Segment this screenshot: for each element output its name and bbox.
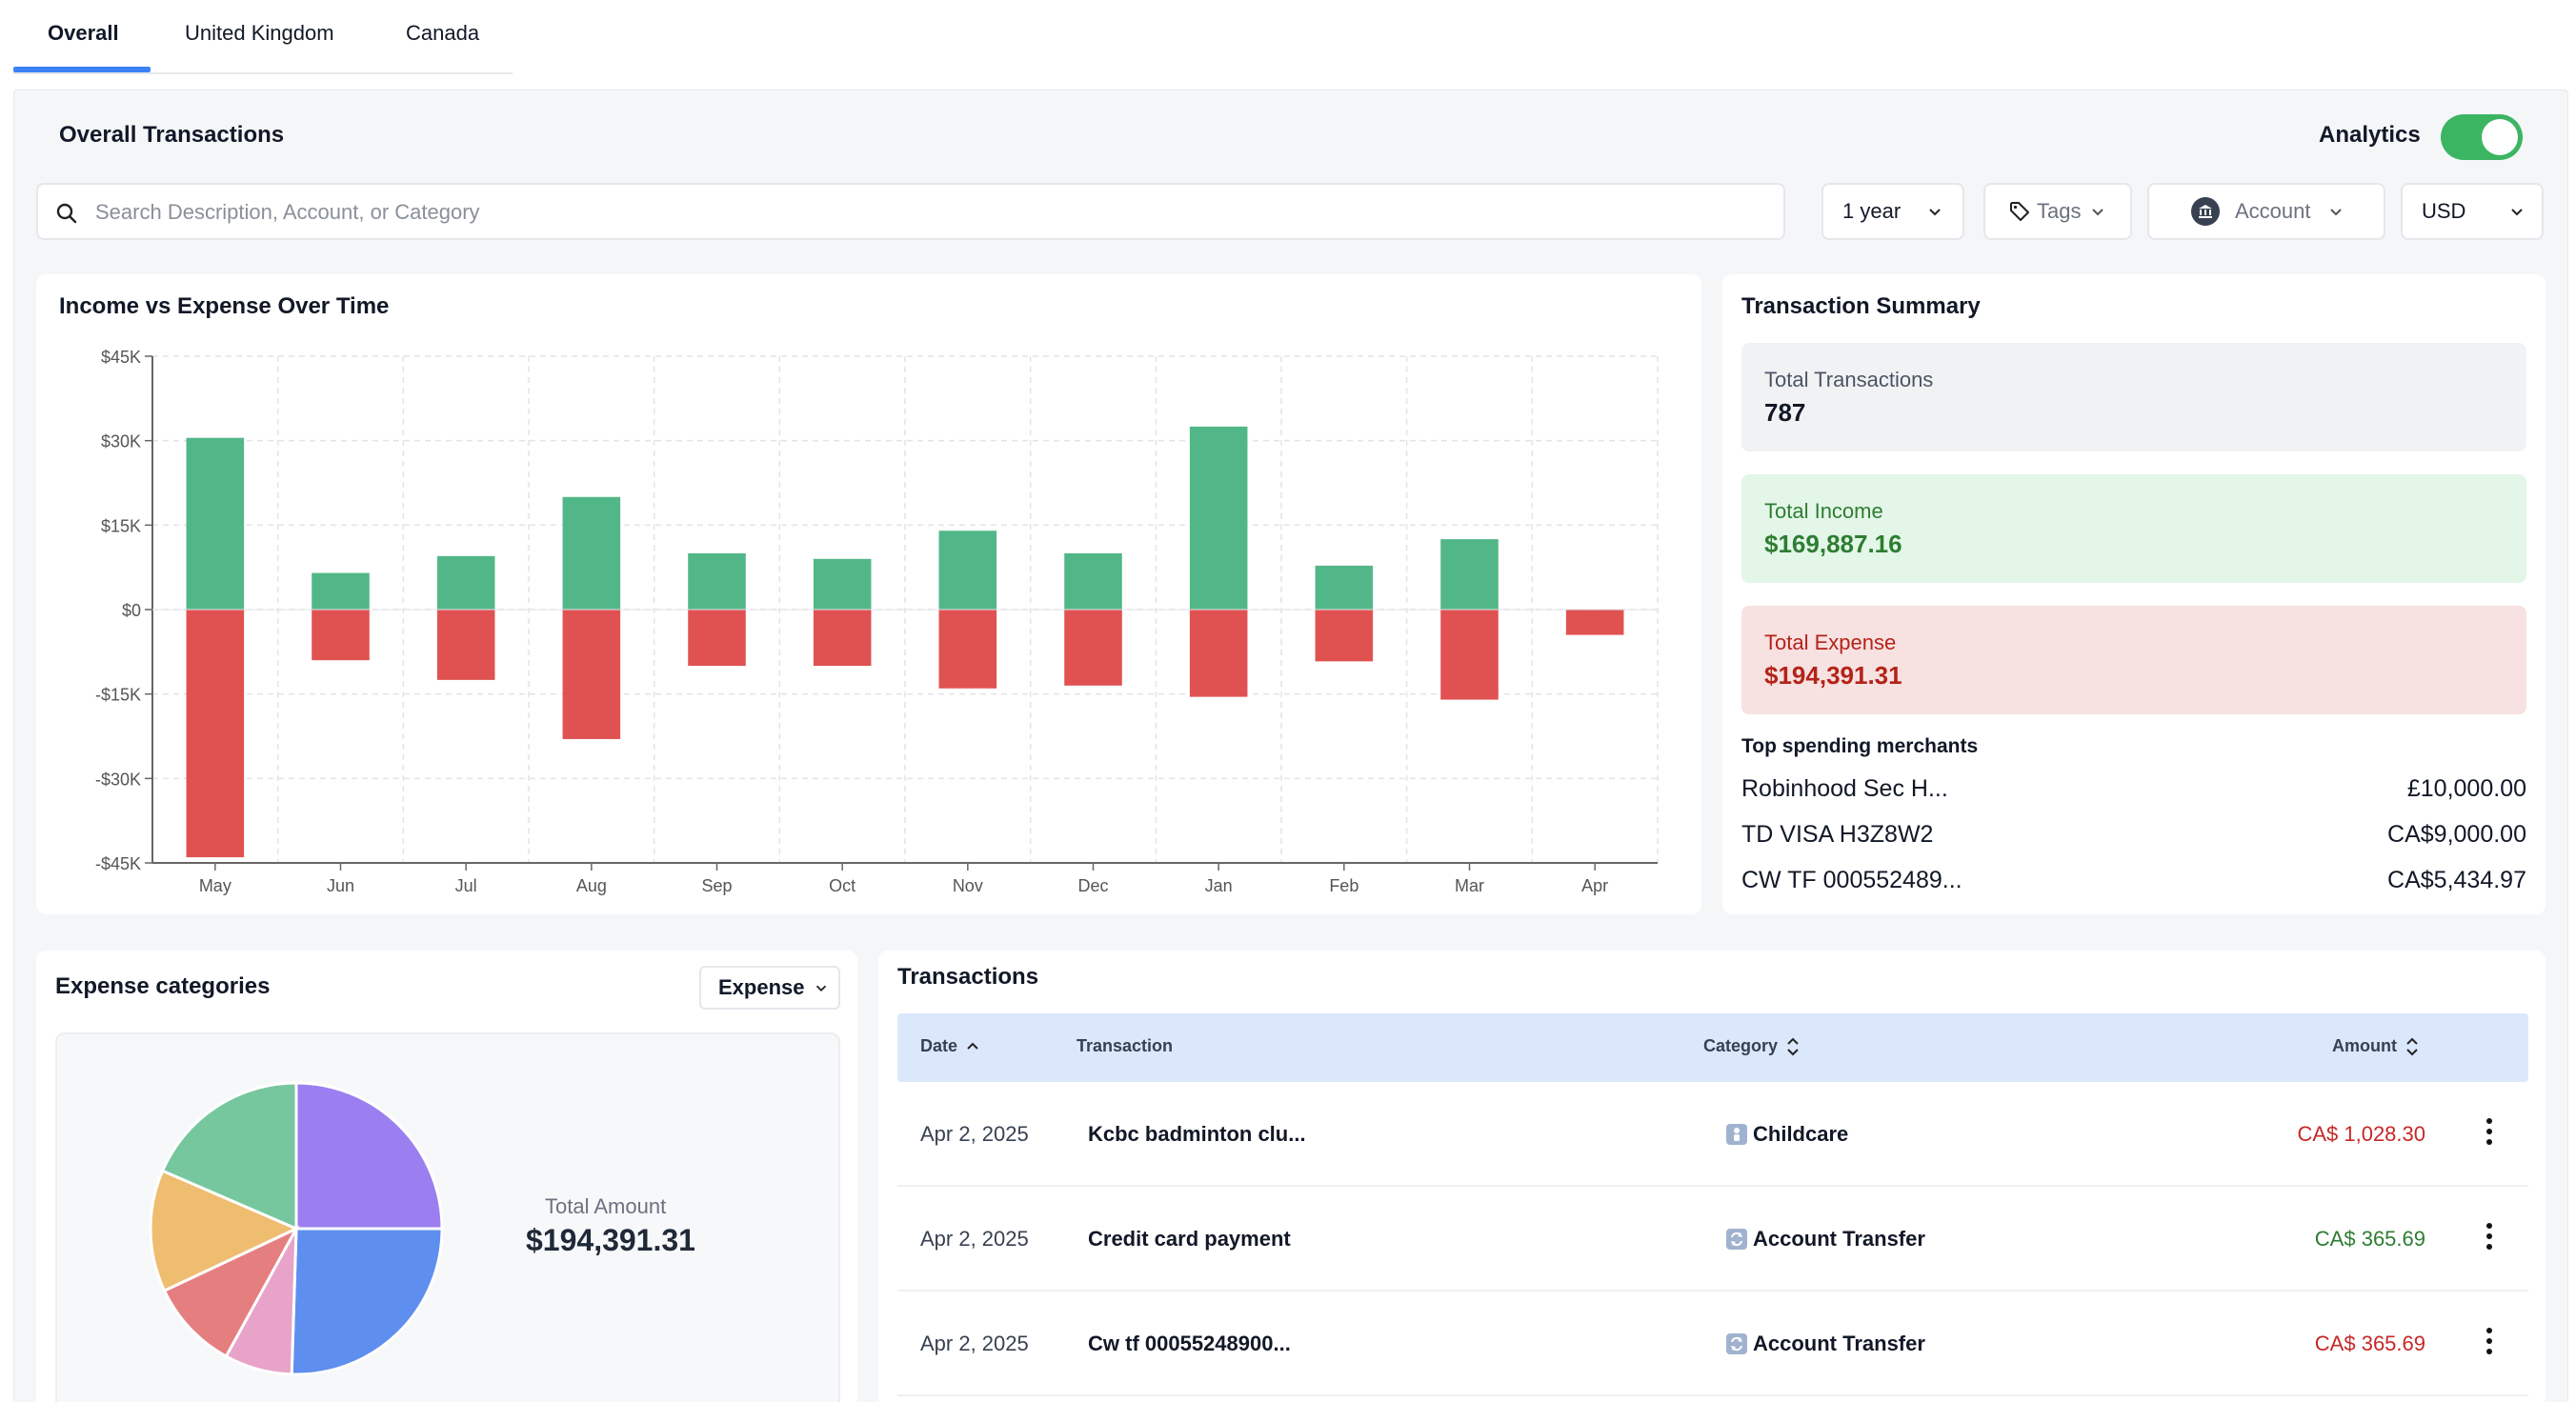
active-tab-indicator (13, 67, 151, 72)
summary-title: Transaction Summary (1741, 293, 1981, 319)
expense-type-value: Expense (718, 975, 805, 999)
income-expense-chart-card (36, 274, 1701, 914)
row-amount: CA$ 365.69 (2314, 1227, 2425, 1251)
sort-icon (1787, 1037, 1799, 1055)
total-expense-value: $194,391.31 (1764, 661, 1902, 690)
account-select[interactable]: Account (2147, 183, 2385, 240)
total-transactions-label: Total Transactions (1764, 368, 1934, 391)
row-menu-icon[interactable] (2485, 1118, 2494, 1149)
search-input[interactable] (95, 194, 1753, 230)
chart-title: Income vs Expense Over Time (59, 293, 390, 319)
row-category-label: Account Transfer (1753, 1332, 1925, 1355)
merchant-name: CW TF 000552489... (1741, 867, 1962, 893)
row-date: Apr 2, 2025 (920, 1122, 1029, 1146)
column-amount-label: Amount (2332, 1036, 2397, 1055)
transactions-title: Transactions (897, 964, 1039, 990)
transactions-table-header: Date Transaction Category Amount (897, 1013, 2528, 1082)
pie-total-label: Total Amount (545, 1194, 667, 1218)
expense-type-select[interactable]: Expense (699, 966, 840, 1010)
tags-label: Tags (2037, 199, 2082, 223)
tab-united-kingdom[interactable]: United Kingdom (185, 21, 334, 45)
period-select[interactable]: 1 year (1821, 183, 1964, 240)
merchant-row: TD VISA H3Z8W2 CA$9,000.00 (1741, 821, 2526, 859)
tab-canada[interactable]: Canada (406, 21, 480, 45)
sort-icon (2406, 1037, 2418, 1055)
row-category: Account Transfer (1726, 1332, 1925, 1356)
row-amount: CA$ 1,028.30 (2297, 1122, 2425, 1146)
row-menu-icon[interactable] (2485, 1328, 2494, 1358)
column-category-label: Category (1703, 1036, 1779, 1055)
merchant-name: Robinhood Sec H... (1741, 775, 1948, 802)
search-bar[interactable] (36, 183, 1785, 240)
chevron-down-icon (815, 985, 826, 991)
merchant-row: CW TF 000552489... CA$5,434.97 (1741, 867, 2526, 905)
childcare-icon (1726, 1124, 1747, 1145)
column-transaction: Transaction (1077, 1036, 1173, 1056)
column-transaction-label: Transaction (1077, 1036, 1174, 1055)
row-category-label: Childcare (1753, 1122, 1849, 1146)
table-row[interactable]: Apr 2, 2025 Cw tf 00055248900... Account… (897, 1292, 2528, 1396)
merchant-amount: CA$9,000.00 (2387, 821, 2526, 848)
row-transaction: Credit card payment (1088, 1227, 1291, 1251)
bank-icon (2191, 197, 2220, 226)
chevron-down-icon (2511, 209, 2524, 216)
merchant-amount: £10,000.00 (2406, 775, 2526, 802)
analytics-toggle[interactable] (2441, 114, 2523, 160)
toggle-knob (2482, 119, 2518, 155)
total-income-box: Total Income $169,887.16 (1741, 474, 2526, 583)
total-income-label: Total Income (1764, 499, 1883, 523)
chevron-down-icon (2092, 209, 2104, 216)
currency-value: USD (2422, 199, 2466, 223)
row-transaction: Kcbc badminton clu... (1088, 1122, 1306, 1146)
chevron-down-icon (2329, 209, 2342, 216)
total-transactions-value: 787 (1764, 398, 1806, 427)
top-merchants-title: Top spending merchants (1741, 735, 1979, 757)
total-transactions-box: Total Transactions 787 (1741, 343, 2526, 451)
table-row[interactable]: Apr 2, 2025 Credit card payment Account … (897, 1187, 2528, 1292)
total-income-value: $169,887.16 (1764, 530, 1902, 558)
tab-overall[interactable]: Overall (48, 21, 119, 45)
period-value: 1 year (1842, 199, 1902, 223)
column-category[interactable]: Category (1703, 1036, 1801, 1056)
row-menu-icon[interactable] (2485, 1223, 2494, 1253)
merchant-amount: CA$5,434.97 (2387, 867, 2526, 893)
merchant-name: TD VISA H3Z8W2 (1741, 821, 1934, 848)
analytics-label: Analytics (2319, 122, 2421, 148)
currency-select[interactable]: USD (2401, 183, 2544, 240)
column-amount[interactable]: Amount (2332, 1036, 2420, 1056)
row-transaction: Cw tf 00055248900... (1088, 1332, 1291, 1355)
tab-bar: Overall United Kingdom Canada (13, 0, 513, 74)
table-row[interactable]: Apr 2, 2025 Kcbc badminton clu... Childc… (897, 1082, 2528, 1187)
expense-categories-title: Expense categories (55, 973, 271, 999)
page-title: Overall Transactions (59, 122, 285, 148)
row-category-label: Account Transfer (1753, 1227, 1925, 1251)
chevron-down-icon (1929, 209, 1941, 216)
account-label: Account (2235, 199, 2311, 223)
tag-icon (2010, 202, 2029, 221)
row-category: Account Transfer (1726, 1227, 1925, 1252)
transfer-icon (1726, 1229, 1747, 1250)
transfer-icon (1726, 1333, 1747, 1354)
row-category: Childcare (1726, 1122, 1848, 1147)
column-date-label: Date (920, 1036, 958, 1055)
row-date: Apr 2, 2025 (920, 1332, 1029, 1355)
tags-select[interactable]: Tags (1983, 183, 2132, 240)
pie-chart-panel (55, 1032, 840, 1402)
column-date[interactable]: Date (920, 1036, 980, 1056)
total-expense-label: Total Expense (1764, 631, 1897, 654)
total-expense-box: Total Expense $194,391.31 (1741, 606, 2526, 714)
pie-total-value: $194,391.31 (526, 1223, 695, 1257)
row-amount: CA$ 365.69 (2314, 1332, 2425, 1355)
row-date: Apr 2, 2025 (920, 1227, 1029, 1251)
sort-ascending-icon (967, 1042, 978, 1050)
merchant-row: Robinhood Sec H... £10,000.00 (1741, 775, 2526, 813)
search-icon (56, 203, 77, 224)
